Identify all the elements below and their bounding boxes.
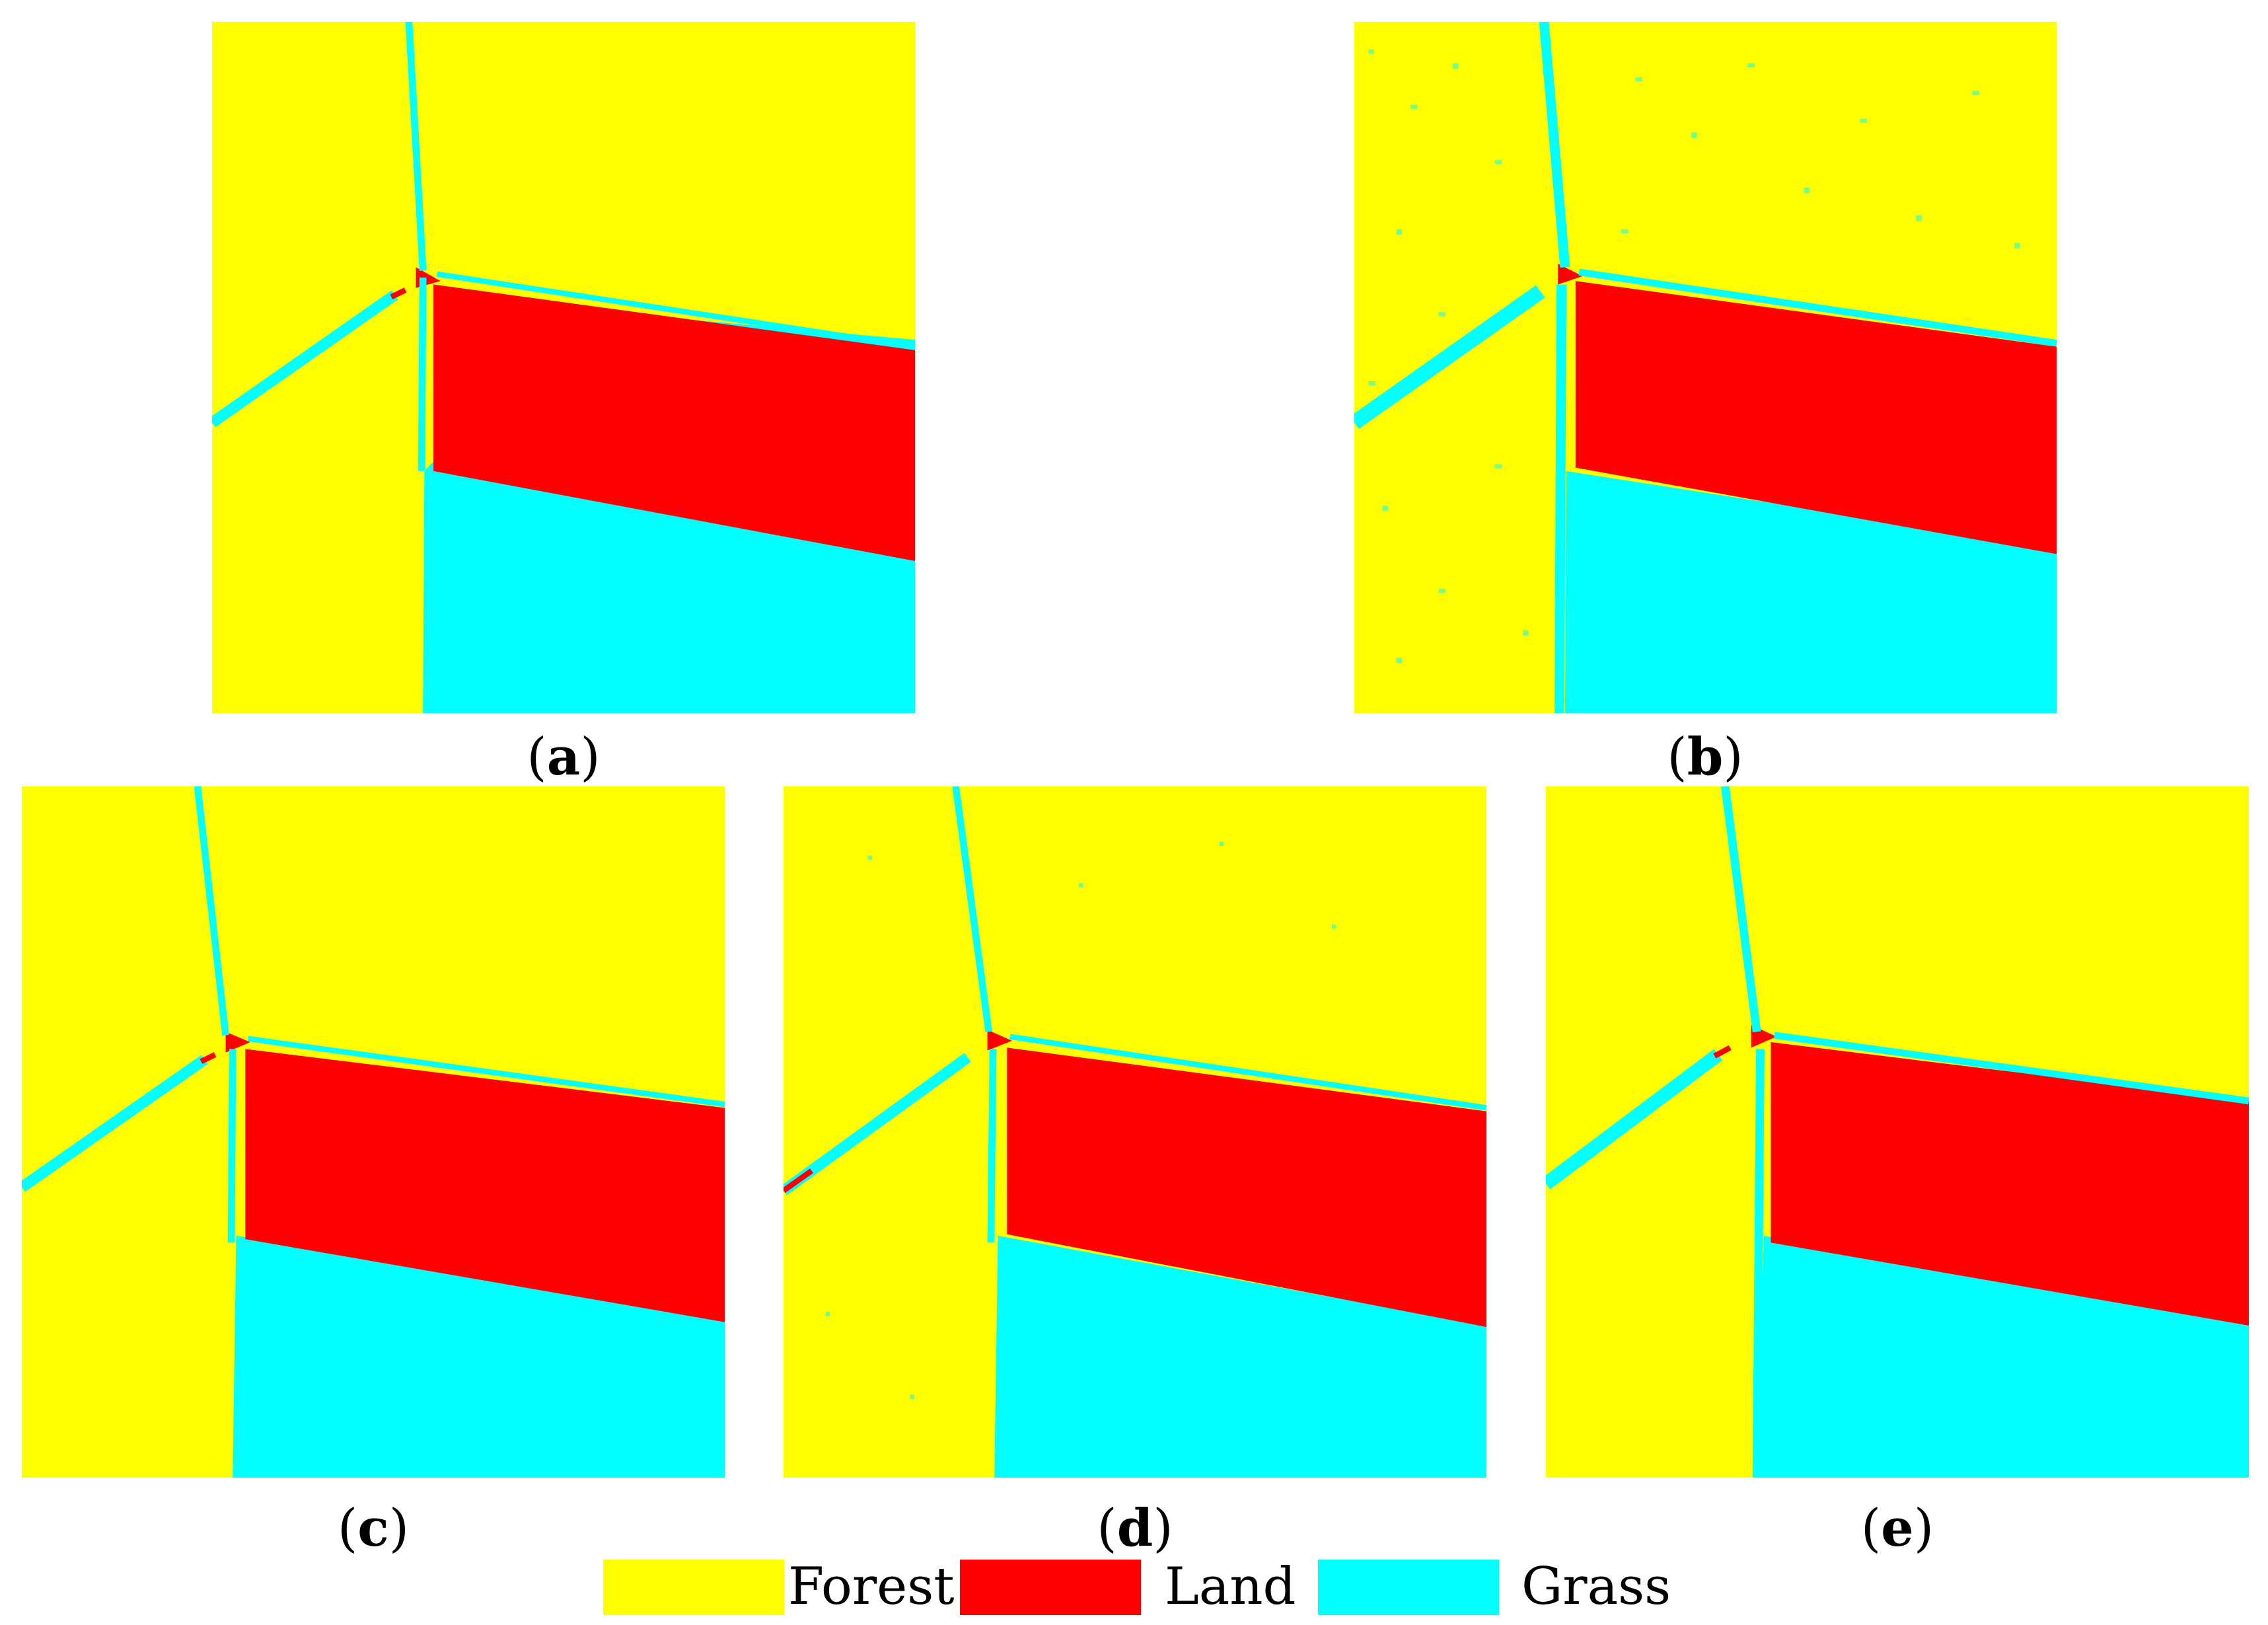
panel-c-classification-map <box>22 786 725 1478</box>
panel-c-caption: (c) <box>337 1498 410 1558</box>
panel-a-classification-map <box>212 22 915 713</box>
legend: Forest Land Grass <box>603 1560 1924 1615</box>
panel-a-caption: (a) <box>527 727 601 787</box>
panel-d-classification-map <box>784 786 1486 1478</box>
legend-swatch-land <box>960 1560 1141 1615</box>
legend-label-grass: Grass <box>1521 1557 1671 1616</box>
panel-e-caption: (e) <box>1860 1498 1934 1558</box>
legend-label-land: Land <box>1165 1557 1296 1616</box>
legend-label-forest: Forest <box>788 1557 955 1616</box>
panel-e-classification-map <box>1546 786 2249 1478</box>
panel-d-caption: (d) <box>1097 1498 1173 1558</box>
panel-b-caption: (b) <box>1667 727 1743 787</box>
legend-swatch-grass <box>1318 1560 1499 1615</box>
legend-swatch-forest <box>603 1560 784 1615</box>
panel-b-classification-map <box>1354 22 2057 713</box>
